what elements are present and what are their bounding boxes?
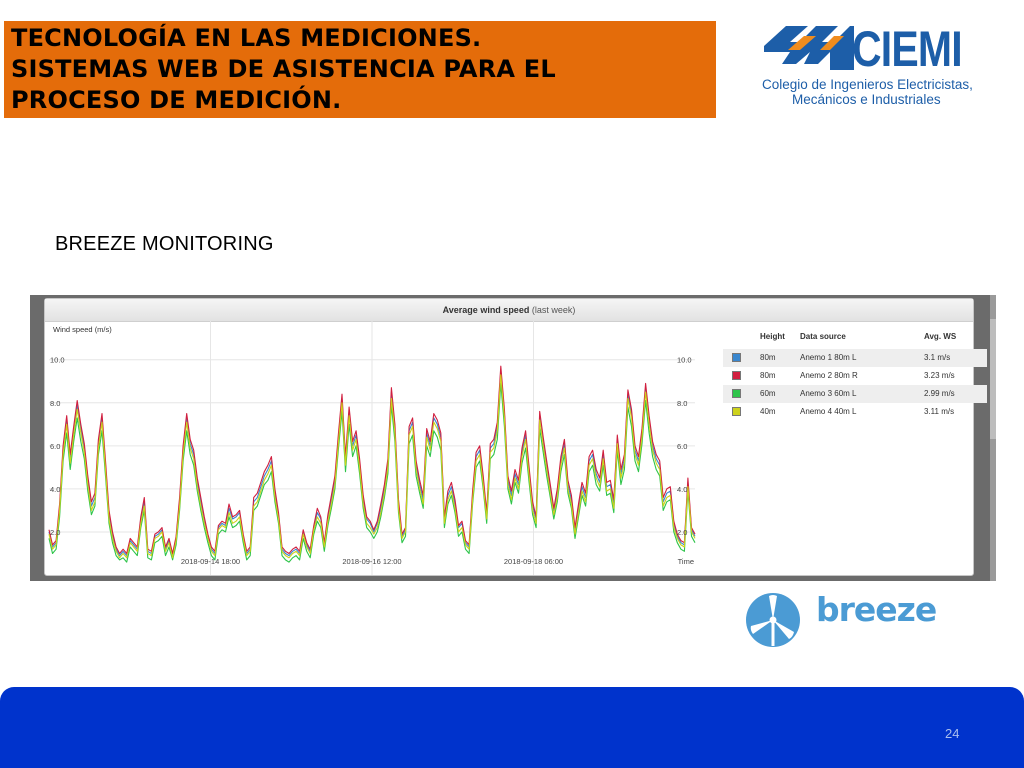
y-tick-label-right: 4.0 [677,485,687,494]
series-line [48,374,696,559]
ciemi-emblem-icon [764,26,854,70]
legend-height: 80m [760,353,776,362]
scrollbar-thumb[interactable] [990,319,996,439]
footer-bar [0,687,1024,768]
slide-title-line-3: PROCESO DE MEDICIÓN. [11,86,342,114]
y-tick-label: 10.0 [50,356,65,365]
chart-series-group [48,365,696,563]
legend-avg: 3.1 m/s [924,353,951,362]
chart-title-suffix: (last week) [531,305,576,315]
x-tick-label: 2018-09-18 06:00 [504,557,563,566]
y-tick-label: 2.0 [50,528,60,537]
legend-row[interactable]: 80m Anemo 2 80m R 3.23 m/s [723,367,987,385]
slide-title-box: TECNOLOGÍA EN LAS MEDICIONES. SISTEMAS W… [4,21,716,118]
breeze-wordmark: breeze [816,590,937,629]
legend-swatch [732,407,741,416]
y-tick-label: 8.0 [50,399,60,408]
monitoring-screenshot: Average wind speed (last week) Wind spee… [30,295,996,581]
ciemi-wordmark: CIEMI [852,21,963,77]
x-axis-end-label: Time [678,557,694,566]
legend-header-height: Height [760,332,785,341]
y-tick-label: 4.0 [50,485,60,494]
legend-swatch [732,371,741,380]
page-number: 24 [945,726,960,741]
section-title: BREEZE MONITORING [55,233,274,255]
y-axis-label: Wind speed (m/s) [53,325,112,334]
y-tick-label: 6.0 [50,442,60,451]
y-tick-label-right: 2.0 [677,528,687,537]
legend-avg: 2.99 m/s [924,389,955,398]
breeze-logo: breeze [745,590,937,652]
chart-labels: Wind speed (m/s) 10.0 10.0 8.0 8.0 6.0 6.0 4.0… [50,325,694,566]
legend-source: Anemo 1 80m L [800,353,857,362]
ciemi-logo: CIEMI Colegio de Ingenieros Electricista… [760,21,980,112]
x-tick-label: 2018-09-14 18:00 [181,557,240,566]
legend-height: 80m [760,371,776,380]
legend-header-source: Data source [800,332,846,341]
legend-row[interactable]: 40m Anemo 4 40m L 3.11 m/s [723,403,987,421]
legend-avg: 3.11 m/s [924,407,955,416]
y-tick-label-right: 10.0 [677,356,692,365]
legend-source: Anemo 2 80m R [800,371,858,380]
ciemi-subtitle-1: Colegio de Ingenieros Electricistas, [762,77,973,92]
legend-row[interactable]: 80m Anemo 1 80m L 3.1 m/s [723,349,987,367]
ciemi-subtitle-2: Mecánicos e Industriales [792,92,941,107]
y-tick-label-right: 8.0 [677,399,687,408]
chart-panel: Average wind speed (last week) Wind spee… [44,298,987,576]
legend-header-avg: Avg. WS [924,332,957,341]
legend-source: Anemo 4 40m L [800,407,857,416]
series-line [48,365,696,555]
legend-swatch [732,389,741,398]
chart-title: Average wind speed [442,305,530,315]
slide-title-line-2: SISTEMAS WEB DE ASISTENCIA PARA EL [11,55,556,83]
legend-height: 60m [760,389,776,398]
breeze-turbine-icon [746,593,800,647]
y-tick-label-right: 6.0 [677,442,687,451]
legend-swatch [732,353,741,362]
x-tick-label: 2018-09-16 12:00 [342,557,401,566]
legend-row[interactable]: 60m Anemo 3 60m L 2.99 m/s [723,385,987,403]
legend-source: Anemo 3 60m L [800,389,857,398]
legend-header: Height Data source Avg. WS [723,332,987,344]
legend-height: 40m [760,407,776,416]
chart-panel-header: Average wind speed (last week) [45,299,973,322]
chart-legend: Height Data source Avg. WS 80m Anemo 1 8… [723,332,987,421]
legend-avg: 3.23 m/s [924,371,955,380]
slide-title-line-1: TECNOLOGÍA EN LAS MEDICIONES. [11,24,482,52]
wind-speed-chart: Wind speed (m/s) 10.0 10.0 8.0 8.0 6.0 6.0 4.0… [48,321,696,575]
